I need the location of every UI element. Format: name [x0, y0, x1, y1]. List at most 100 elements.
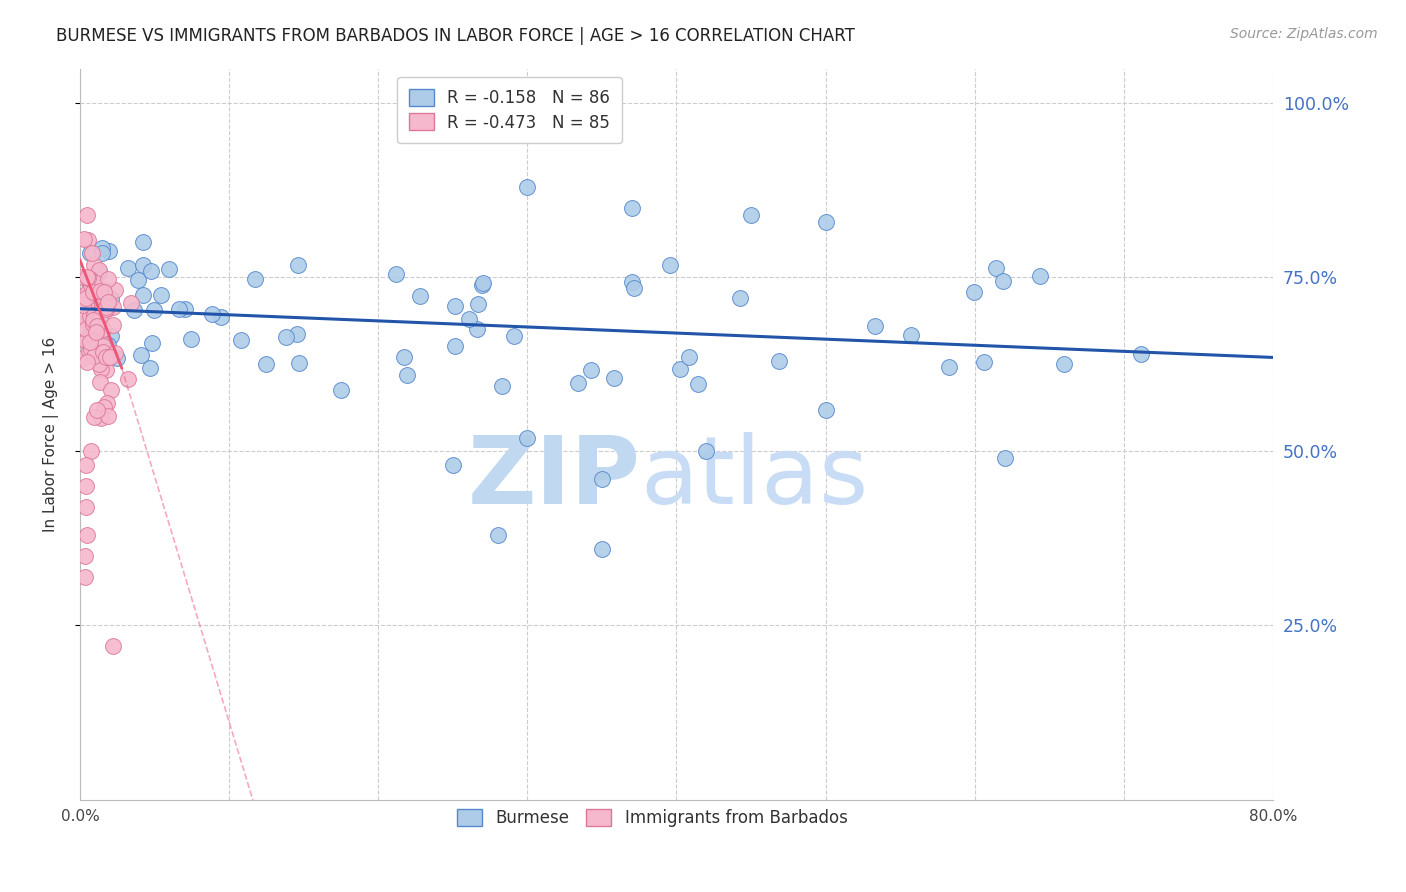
Point	[139, 360, 162, 375]
Point	[75, 479, 97, 493]
Point	[120, 296, 142, 310]
Point	[973, 355, 995, 369]
Point	[77, 335, 100, 350]
Point	[80, 444, 103, 458]
Point	[79, 246, 101, 260]
Point	[287, 258, 309, 272]
Point	[141, 335, 163, 350]
Point	[83, 338, 105, 352]
Point	[73, 570, 96, 584]
Point	[75, 322, 97, 336]
Point	[443, 339, 465, 353]
Point	[132, 235, 155, 249]
Point	[91, 322, 114, 336]
Point	[209, 310, 232, 325]
Point	[686, 376, 709, 391]
Point	[84, 299, 107, 313]
Point	[79, 326, 101, 341]
Point	[89, 284, 111, 298]
Point	[82, 317, 104, 331]
Point	[91, 296, 114, 310]
Point	[900, 328, 922, 343]
Point	[579, 363, 602, 377]
Point	[441, 458, 464, 473]
Point	[157, 262, 180, 277]
Point	[97, 272, 120, 286]
Point	[83, 409, 105, 424]
Point	[502, 329, 524, 343]
Point	[93, 344, 115, 359]
Point	[658, 258, 681, 272]
Point	[142, 303, 165, 318]
Point	[100, 292, 122, 306]
Point	[72, 351, 94, 365]
Point	[620, 201, 643, 215]
Point	[567, 376, 589, 391]
Point	[75, 549, 97, 563]
Point	[98, 350, 121, 364]
Point	[101, 318, 124, 332]
Point	[409, 289, 432, 303]
Point	[984, 260, 1007, 275]
Point	[77, 271, 100, 285]
Point	[471, 276, 494, 290]
Point	[75, 458, 97, 473]
Point	[1130, 347, 1153, 361]
Point	[75, 500, 97, 515]
Point	[465, 322, 488, 336]
Point	[1053, 357, 1076, 371]
Point	[77, 233, 100, 247]
Point	[695, 444, 717, 458]
Point	[91, 338, 114, 352]
Point	[863, 319, 886, 334]
Point	[150, 288, 173, 302]
Point	[73, 232, 96, 246]
Point	[76, 355, 98, 369]
Point	[73, 288, 96, 302]
Point	[94, 300, 117, 314]
Point	[79, 275, 101, 289]
Point	[100, 328, 122, 343]
Point	[98, 244, 121, 258]
Point	[623, 281, 645, 295]
Point	[97, 338, 120, 352]
Point	[87, 265, 110, 279]
Point	[938, 360, 960, 375]
Point	[79, 272, 101, 286]
Point	[86, 325, 108, 339]
Point	[117, 260, 139, 275]
Point	[962, 285, 984, 299]
Point	[591, 541, 613, 556]
Point	[458, 311, 481, 326]
Point	[814, 402, 837, 417]
Point	[274, 329, 297, 343]
Point	[96, 396, 118, 410]
Point	[84, 277, 107, 291]
Point	[97, 295, 120, 310]
Point	[76, 270, 98, 285]
Point	[139, 264, 162, 278]
Point	[82, 312, 104, 326]
Point	[132, 288, 155, 302]
Point	[101, 640, 124, 654]
Point	[80, 343, 103, 357]
Point	[90, 361, 112, 376]
Point	[1029, 268, 1052, 283]
Point	[82, 346, 104, 360]
Point	[814, 215, 837, 229]
Point	[329, 383, 352, 397]
Point	[87, 262, 110, 277]
Point	[83, 349, 105, 363]
Point	[82, 285, 104, 299]
Point	[392, 350, 415, 364]
Point	[467, 297, 489, 311]
Point	[83, 332, 105, 346]
Point	[82, 308, 104, 322]
Point	[201, 307, 224, 321]
Point	[96, 296, 118, 310]
Point	[516, 179, 538, 194]
Point	[80, 302, 103, 317]
Point	[728, 292, 751, 306]
Point	[127, 272, 149, 286]
Point	[491, 379, 513, 393]
